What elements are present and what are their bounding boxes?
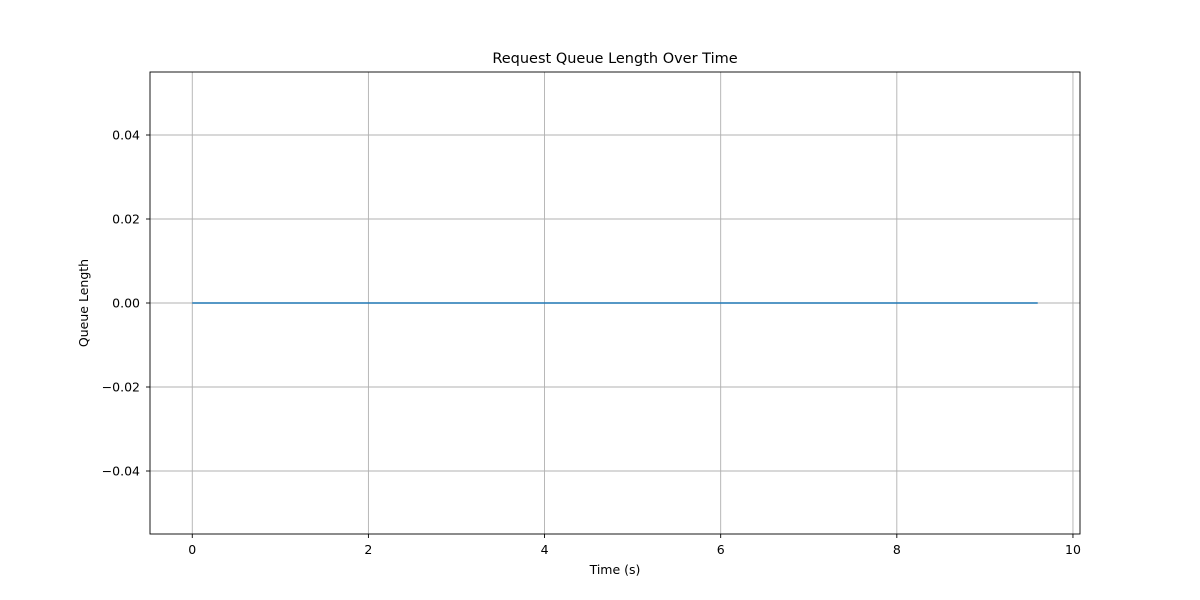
x-axis-label: Time (s) [589, 562, 641, 577]
ticks: 0 2 4 6 8 10 −0.04 −0.02 0.00 0.02 0.04 [102, 128, 1081, 558]
x-tick-label: 8 [893, 542, 901, 557]
chart-title: Request Queue Length Over Time [492, 51, 737, 67]
y-tick-label: 0.04 [112, 128, 140, 143]
y-tick-label: −0.02 [102, 380, 140, 395]
y-axis-label: Queue Length [76, 259, 91, 347]
x-tick-label: 0 [188, 542, 196, 557]
x-tick-label: 4 [541, 542, 549, 557]
x-tick-label: 10 [1065, 542, 1081, 557]
y-tick-label: −0.04 [102, 464, 140, 479]
y-tick-label: 0.02 [112, 212, 140, 227]
y-tick-label: 0.00 [112, 296, 140, 311]
x-tick-label: 2 [364, 542, 372, 557]
x-tick-label: 6 [717, 542, 725, 557]
